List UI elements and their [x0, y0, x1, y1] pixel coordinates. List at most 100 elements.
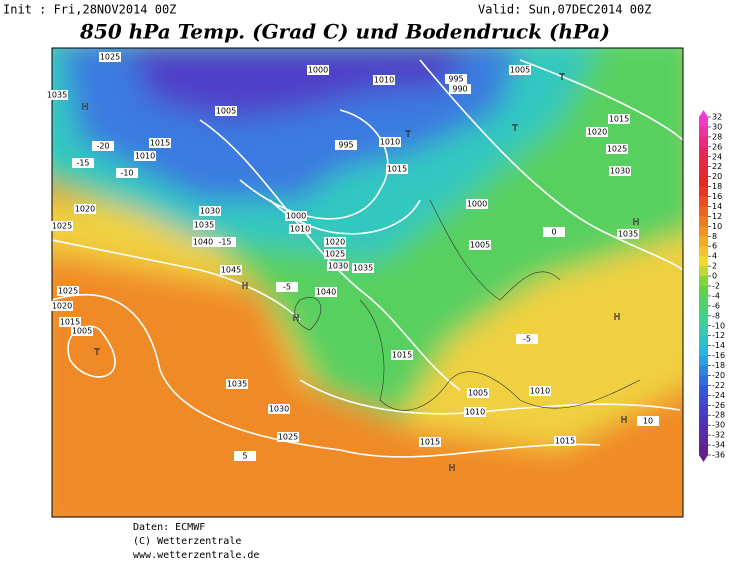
label-box — [74, 204, 96, 214]
colorbar-label: 24 — [712, 152, 722, 161]
pressure-center: H — [621, 416, 627, 425]
colorbar-label: -32 — [712, 431, 725, 440]
label-box — [516, 334, 538, 344]
map-field — [52, 48, 683, 517]
label-box — [220, 265, 242, 275]
colorbar-segment — [699, 266, 708, 277]
colorbar-label: 0 — [712, 272, 717, 281]
colorbar-arrow-top — [699, 110, 708, 117]
isobars — [52, 59, 683, 458]
isobar-label: 1040 — [193, 238, 213, 247]
isobar-label: 1015 — [555, 437, 575, 446]
label-box — [315, 287, 337, 297]
label-box — [386, 164, 408, 174]
label-box — [92, 141, 114, 151]
isobar-label: 10 — [643, 417, 653, 426]
init-time: Init : Fri,28NOV2014 00Z — [3, 3, 176, 17]
label-box — [554, 436, 576, 446]
colorbar-segment — [699, 256, 708, 267]
isobar-label: 1030 — [328, 262, 348, 271]
colorbar-arrow-bottom — [699, 455, 708, 462]
label-box — [214, 237, 236, 247]
colorbar-label: 28 — [712, 132, 722, 141]
label-box — [71, 326, 93, 336]
label-box — [268, 404, 290, 414]
colorbar-label: 16 — [712, 192, 722, 201]
label-box — [335, 140, 357, 150]
isobar-label: 1025 — [607, 145, 627, 154]
isobar-label: 1005 — [510, 66, 530, 75]
colorbar-segment — [699, 295, 708, 307]
colorbar-segment — [699, 246, 708, 257]
label-box — [327, 261, 349, 271]
colorbar-label: 2 — [712, 262, 717, 271]
map-frame — [51, 47, 684, 518]
label-box — [193, 220, 215, 230]
colorbar-label: -24 — [712, 391, 725, 400]
isobar-label: 1030 — [200, 207, 220, 216]
isobar-label: 1045 — [221, 266, 241, 275]
isobar-label: 1000 — [467, 200, 487, 209]
colorbar-segment — [699, 315, 708, 327]
colorbar-label: 22 — [712, 162, 722, 171]
isobar-label: 1020 — [325, 238, 345, 247]
label-box — [543, 227, 565, 237]
colorbar-segment — [699, 206, 708, 217]
label-box — [57, 286, 79, 296]
pressure-center: T — [405, 130, 411, 139]
colorbar-segment — [699, 355, 708, 367]
pressure-center: T — [559, 73, 565, 82]
label-box — [215, 106, 237, 116]
label-box — [324, 249, 346, 259]
label-box — [391, 350, 413, 360]
colorbar-segment — [699, 425, 708, 436]
colorbar-label: 6 — [712, 242, 717, 251]
isobar-label: 1010 — [465, 408, 485, 417]
pressure-center: H — [449, 464, 455, 473]
isobar-label: 1015 — [609, 115, 629, 124]
label-box — [608, 114, 630, 124]
colorbar-label: -4 — [712, 291, 720, 300]
isobar-label: 1025 — [278, 433, 298, 442]
colorbar-label: -28 — [712, 411, 725, 420]
isobar-label: 1020 — [52, 302, 72, 311]
pressure-center: H — [242, 282, 248, 291]
label-box — [72, 158, 94, 168]
colorbar-label: 18 — [712, 182, 722, 191]
colorbar-label: -18 — [712, 361, 725, 370]
label-box — [192, 237, 214, 247]
label-box — [637, 416, 659, 426]
colorbar-segment — [699, 385, 708, 396]
colorbar-label: -34 — [712, 441, 725, 450]
colorbar-segment — [699, 136, 708, 148]
colorbar-segment — [699, 345, 708, 357]
colorbar-label: 32 — [712, 113, 722, 122]
colorbar-segment — [699, 176, 708, 188]
label-box — [467, 388, 489, 398]
label-box — [373, 75, 395, 85]
isobar-label: -15 — [218, 238, 231, 247]
isobar-label: 1035 — [353, 264, 373, 273]
isobar-label: 1010 — [290, 225, 310, 234]
isobar-label: 1035 — [227, 380, 247, 389]
footer-url: www.wetterzentrale.de — [133, 550, 259, 561]
colorbar-segment — [699, 196, 708, 207]
colorbar-label: 30 — [712, 122, 722, 131]
label-box — [199, 206, 221, 216]
label-box — [285, 211, 307, 221]
colorbar-label: -30 — [712, 421, 725, 430]
label-box — [46, 90, 68, 100]
isobar-label: -5 — [523, 335, 531, 344]
footer-copyright: (C) Wetterzentrale — [133, 536, 241, 547]
isobar-label: 1015 — [150, 139, 170, 148]
label-box — [51, 301, 73, 311]
isobar-label: -5 — [283, 283, 291, 292]
label-box — [586, 127, 608, 137]
label-box — [99, 52, 121, 62]
label-box — [469, 240, 491, 250]
footer-source: Daten: ECMWF — [133, 522, 205, 533]
label-box — [149, 138, 171, 148]
colorbar-segment — [699, 395, 708, 406]
